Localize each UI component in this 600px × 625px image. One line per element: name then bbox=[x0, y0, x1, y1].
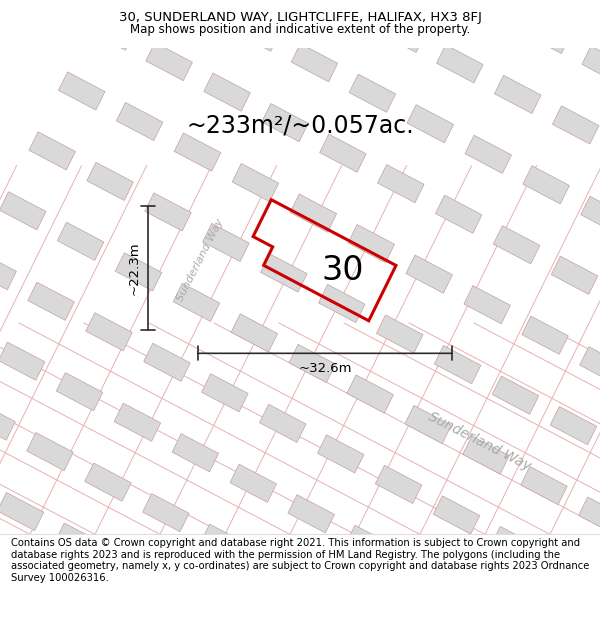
Polygon shape bbox=[0, 492, 44, 531]
Polygon shape bbox=[27, 432, 73, 471]
Polygon shape bbox=[29, 132, 76, 170]
Polygon shape bbox=[0, 192, 46, 230]
Polygon shape bbox=[202, 374, 248, 412]
Polygon shape bbox=[523, 166, 569, 204]
Polygon shape bbox=[436, 195, 482, 233]
Polygon shape bbox=[405, 406, 451, 444]
Polygon shape bbox=[379, 14, 425, 52]
Polygon shape bbox=[262, 104, 308, 142]
Polygon shape bbox=[87, 162, 133, 201]
Polygon shape bbox=[175, 0, 222, 21]
Polygon shape bbox=[143, 494, 189, 532]
Polygon shape bbox=[493, 226, 540, 264]
Polygon shape bbox=[172, 434, 218, 472]
Polygon shape bbox=[58, 222, 104, 261]
Polygon shape bbox=[56, 372, 103, 411]
Polygon shape bbox=[288, 495, 334, 533]
Polygon shape bbox=[116, 102, 163, 141]
Polygon shape bbox=[113, 554, 160, 592]
Polygon shape bbox=[494, 75, 541, 114]
Polygon shape bbox=[317, 435, 364, 473]
Polygon shape bbox=[553, 106, 599, 144]
Polygon shape bbox=[376, 466, 422, 504]
Text: Sunderland Way: Sunderland Way bbox=[175, 217, 225, 303]
Polygon shape bbox=[146, 42, 193, 81]
Polygon shape bbox=[404, 556, 450, 594]
Polygon shape bbox=[55, 523, 101, 561]
Polygon shape bbox=[86, 312, 132, 351]
Polygon shape bbox=[437, 45, 483, 83]
Polygon shape bbox=[465, 135, 511, 173]
Text: Contains OS data © Crown copyright and database right 2021. This information is : Contains OS data © Crown copyright and d… bbox=[11, 538, 589, 582]
Text: Map shows position and indicative extent of the property.: Map shows position and indicative extent… bbox=[130, 23, 470, 36]
Polygon shape bbox=[28, 282, 74, 321]
Polygon shape bbox=[463, 436, 509, 474]
Polygon shape bbox=[321, 0, 367, 22]
Polygon shape bbox=[0, 552, 14, 591]
Text: 30, SUNDERLAND WAY, LIGHTCLIFFE, HALIFAX, HX3 8FJ: 30, SUNDERLAND WAY, LIGHTCLIFFE, HALIFAX… bbox=[119, 11, 481, 24]
Polygon shape bbox=[491, 526, 538, 564]
Polygon shape bbox=[550, 407, 596, 445]
Text: 30: 30 bbox=[322, 254, 364, 287]
Polygon shape bbox=[320, 134, 366, 172]
Polygon shape bbox=[0, 402, 16, 440]
Polygon shape bbox=[466, 0, 512, 23]
Polygon shape bbox=[549, 557, 596, 595]
Polygon shape bbox=[115, 253, 162, 291]
Polygon shape bbox=[289, 344, 335, 382]
Polygon shape bbox=[88, 12, 134, 50]
Polygon shape bbox=[580, 347, 600, 385]
Polygon shape bbox=[260, 404, 306, 442]
Text: ~32.6m: ~32.6m bbox=[298, 362, 352, 376]
Text: ~22.3m: ~22.3m bbox=[128, 241, 140, 295]
Polygon shape bbox=[233, 13, 280, 51]
Polygon shape bbox=[85, 463, 131, 501]
Polygon shape bbox=[349, 74, 395, 112]
Text: Sunderland Way: Sunderland Way bbox=[427, 409, 533, 473]
Polygon shape bbox=[464, 286, 511, 324]
Polygon shape bbox=[406, 255, 452, 293]
Polygon shape bbox=[260, 254, 307, 292]
Polygon shape bbox=[174, 133, 221, 171]
Polygon shape bbox=[521, 466, 567, 504]
Polygon shape bbox=[291, 44, 338, 82]
Polygon shape bbox=[578, 497, 600, 535]
Polygon shape bbox=[173, 283, 220, 321]
Polygon shape bbox=[204, 73, 250, 111]
Polygon shape bbox=[348, 224, 395, 262]
Polygon shape bbox=[259, 554, 305, 592]
Text: ~233m²/~0.057ac.: ~233m²/~0.057ac. bbox=[186, 114, 414, 138]
Polygon shape bbox=[346, 525, 392, 563]
Polygon shape bbox=[143, 343, 190, 381]
Polygon shape bbox=[433, 496, 480, 534]
Polygon shape bbox=[58, 72, 105, 110]
Polygon shape bbox=[347, 375, 394, 413]
Polygon shape bbox=[434, 346, 481, 384]
Polygon shape bbox=[492, 376, 539, 414]
Polygon shape bbox=[290, 194, 337, 232]
Polygon shape bbox=[203, 223, 249, 261]
Polygon shape bbox=[319, 284, 365, 322]
Polygon shape bbox=[376, 315, 423, 353]
Polygon shape bbox=[377, 164, 424, 202]
Polygon shape bbox=[581, 196, 600, 234]
Polygon shape bbox=[582, 46, 600, 84]
Polygon shape bbox=[230, 464, 277, 503]
Polygon shape bbox=[0, 342, 45, 380]
Polygon shape bbox=[232, 164, 279, 202]
Polygon shape bbox=[551, 256, 598, 294]
Polygon shape bbox=[0, 252, 16, 290]
Polygon shape bbox=[200, 524, 247, 562]
Polygon shape bbox=[407, 105, 454, 143]
Polygon shape bbox=[114, 403, 161, 441]
Polygon shape bbox=[522, 316, 568, 354]
Polygon shape bbox=[145, 193, 191, 231]
Polygon shape bbox=[231, 314, 278, 352]
Polygon shape bbox=[524, 16, 571, 54]
